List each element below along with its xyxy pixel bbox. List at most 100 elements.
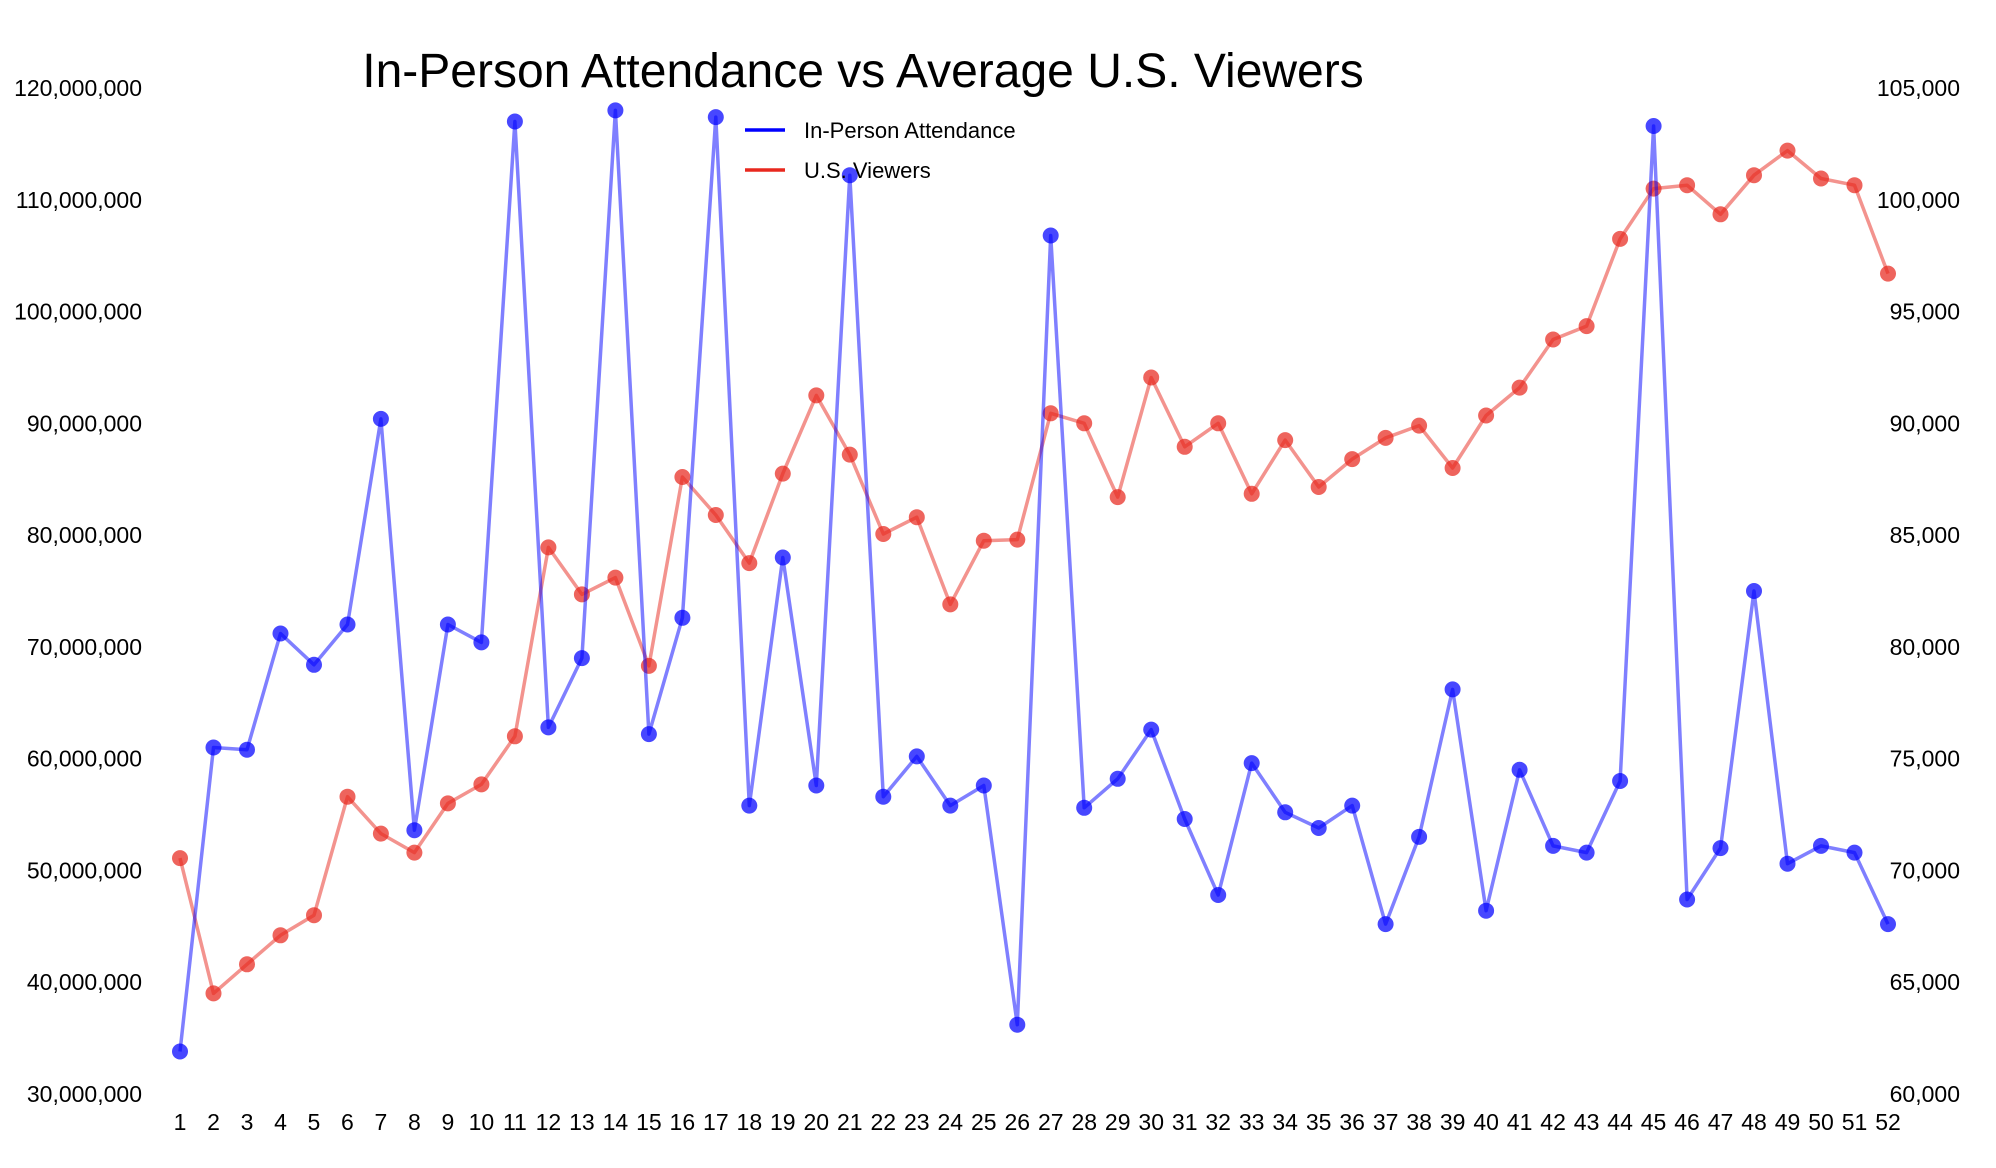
x-axis-tick-label: 3: [241, 1109, 254, 1135]
data-point-u-s-viewers: [1076, 415, 1093, 432]
x-axis-tick-label: 50: [1808, 1109, 1834, 1135]
x-axis-tick-label: 51: [1842, 1109, 1868, 1135]
data-point-u-s-viewers: [1846, 177, 1863, 194]
series-u-s-viewers: [172, 142, 1896, 1002]
right-axis-tick-label: 70,000: [1890, 857, 1960, 883]
x-axis-tick-label: 19: [770, 1109, 796, 1135]
data-point-u-s-viewers: [1277, 432, 1294, 449]
x-axis-tick-label: 22: [870, 1109, 896, 1135]
data-point-in-person-attendance: [272, 625, 289, 642]
right-axis-tick-label: 75,000: [1890, 746, 1960, 772]
x-axis-tick-label: 8: [408, 1109, 421, 1135]
right-axis-tick-label: 60,000: [1890, 1081, 1960, 1107]
data-point-in-person-attendance: [707, 109, 724, 126]
left-axis-tick-label: 110,000,000: [16, 187, 142, 213]
right-axis-tick-label: 95,000: [1890, 299, 1960, 325]
data-point-u-s-viewers: [1377, 429, 1394, 446]
data-point-u-s-viewers: [1813, 170, 1829, 187]
x-axis-tick-label: 33: [1239, 1109, 1265, 1135]
left-axis-tick-label: 120,000,000: [14, 75, 142, 101]
data-point-in-person-attendance: [1143, 721, 1160, 738]
x-axis-tick-label: 35: [1306, 1109, 1332, 1135]
right-axis-ticks: 60,000 65,000 70,000 75,000 80,000 85,000 90,0…: [1877, 75, 1960, 1107]
data-point-in-person-attendance: [774, 549, 791, 566]
data-point-in-person-attendance: [942, 797, 959, 814]
x-axis-tick-label: 26: [1004, 1109, 1030, 1135]
left-axis-tick-label: 90,000,000: [27, 410, 142, 436]
x-axis-tick-label: 14: [603, 1109, 629, 1135]
data-point-in-person-attendance: [1444, 681, 1461, 698]
legend-item-in-person-attendance: In-Person Attendance: [745, 118, 1016, 143]
data-point-in-person-attendance: [1310, 820, 1327, 836]
x-axis-tick-label: 38: [1406, 1109, 1432, 1135]
legend-item-u-s-viewers: U.S. Viewers: [745, 158, 931, 183]
left-axis-tick-label: 50,000,000: [27, 857, 142, 883]
x-axis-tick-label: 16: [670, 1109, 696, 1135]
data-point-u-s-viewers: [1243, 485, 1260, 502]
data-point-in-person-attendance: [1176, 811, 1193, 827]
x-axis-ticks: 1 2 3 4 5 6 7 8 9 10 11 12 13 14 15 16 17 18 19 20 21 22 23 24 2…: [174, 1109, 1901, 1135]
data-point-u-s-viewers: [1779, 142, 1796, 159]
data-point-u-s-viewers: [1880, 265, 1896, 282]
data-point-in-person-attendance: [975, 777, 992, 794]
left-axis-tick-label: 70,000,000: [27, 634, 142, 660]
data-point-in-person-attendance: [1645, 118, 1662, 134]
data-point-in-person-attendance: [172, 1043, 188, 1060]
x-axis-tick-label: 11: [503, 1109, 527, 1135]
x-axis-tick-label: 39: [1440, 1109, 1466, 1135]
left-axis-tick-label: 100,000,000: [14, 299, 142, 325]
data-point-u-s-viewers: [1344, 451, 1361, 468]
data-point-in-person-attendance: [1042, 227, 1059, 244]
data-point-u-s-viewers: [506, 728, 523, 745]
x-axis-tick-label: 47: [1708, 1109, 1734, 1135]
left-axis-tick-label: 80,000,000: [27, 522, 142, 548]
x-axis-tick-label: 41: [1507, 1109, 1533, 1135]
x-axis-tick-label: 52: [1875, 1109, 1901, 1135]
data-point-in-person-attendance: [1880, 916, 1896, 933]
x-axis-tick-label: 2: [207, 1109, 220, 1135]
data-point-in-person-attendance: [1411, 828, 1428, 845]
series-line-u-s-viewers: [178, 148, 1890, 996]
left-axis-tick-label: 40,000,000: [27, 969, 142, 995]
x-axis-tick-label: 32: [1205, 1109, 1231, 1135]
data-point-u-s-viewers: [1478, 407, 1495, 424]
left-axis-tick-label: 60,000,000: [27, 746, 142, 772]
data-point-in-person-attendance: [239, 741, 255, 758]
data-point-in-person-attendance: [1009, 1016, 1026, 1033]
data-point-u-s-viewers: [741, 555, 758, 572]
legend-label: In-Person Attendance: [804, 118, 1016, 143]
x-axis-tick-label: 43: [1574, 1109, 1600, 1135]
data-point-in-person-attendance: [741, 797, 758, 814]
data-point-in-person-attendance: [808, 777, 825, 794]
data-point-u-s-viewers: [1444, 460, 1461, 476]
data-point-in-person-attendance: [439, 616, 456, 633]
x-axis-tick-label: 6: [341, 1109, 354, 1135]
data-point-u-s-viewers: [272, 927, 289, 944]
x-axis-tick-label: 29: [1105, 1109, 1131, 1135]
data-point-in-person-attendance: [1779, 855, 1796, 872]
x-axis-tick-label: 34: [1272, 1109, 1298, 1135]
data-point-u-s-viewers: [339, 788, 356, 805]
data-point-u-s-viewers: [1645, 180, 1662, 197]
data-point-u-s-viewers: [1545, 331, 1562, 348]
data-point-u-s-viewers: [774, 465, 791, 482]
x-axis-tick-label: 49: [1775, 1109, 1801, 1135]
right-axis-tick-label: 80,000: [1890, 634, 1960, 660]
data-point-u-s-viewers: [674, 469, 691, 485]
data-point-in-person-attendance: [372, 410, 389, 427]
x-axis-tick-label: 46: [1674, 1109, 1700, 1135]
data-point-in-person-attendance: [205, 739, 222, 756]
x-axis-tick-label: 36: [1339, 1109, 1365, 1135]
x-axis-tick-label: 5: [308, 1109, 321, 1135]
data-point-in-person-attendance: [1109, 770, 1126, 787]
series-layer: [172, 102, 1896, 1060]
data-point-in-person-attendance: [573, 650, 590, 667]
data-point-u-s-viewers: [205, 985, 222, 1002]
data-point-u-s-viewers: [1679, 177, 1696, 194]
data-point-in-person-attendance: [908, 748, 925, 765]
legend-label: U.S. Viewers: [804, 158, 931, 183]
data-point-u-s-viewers: [1143, 369, 1160, 386]
x-axis-tick-label: 27: [1038, 1109, 1064, 1135]
data-point-in-person-attendance: [1612, 773, 1629, 789]
left-axis-ticks: 30,000,000 40,000,000 50,000,000 60,000,000…: [14, 75, 142, 1107]
